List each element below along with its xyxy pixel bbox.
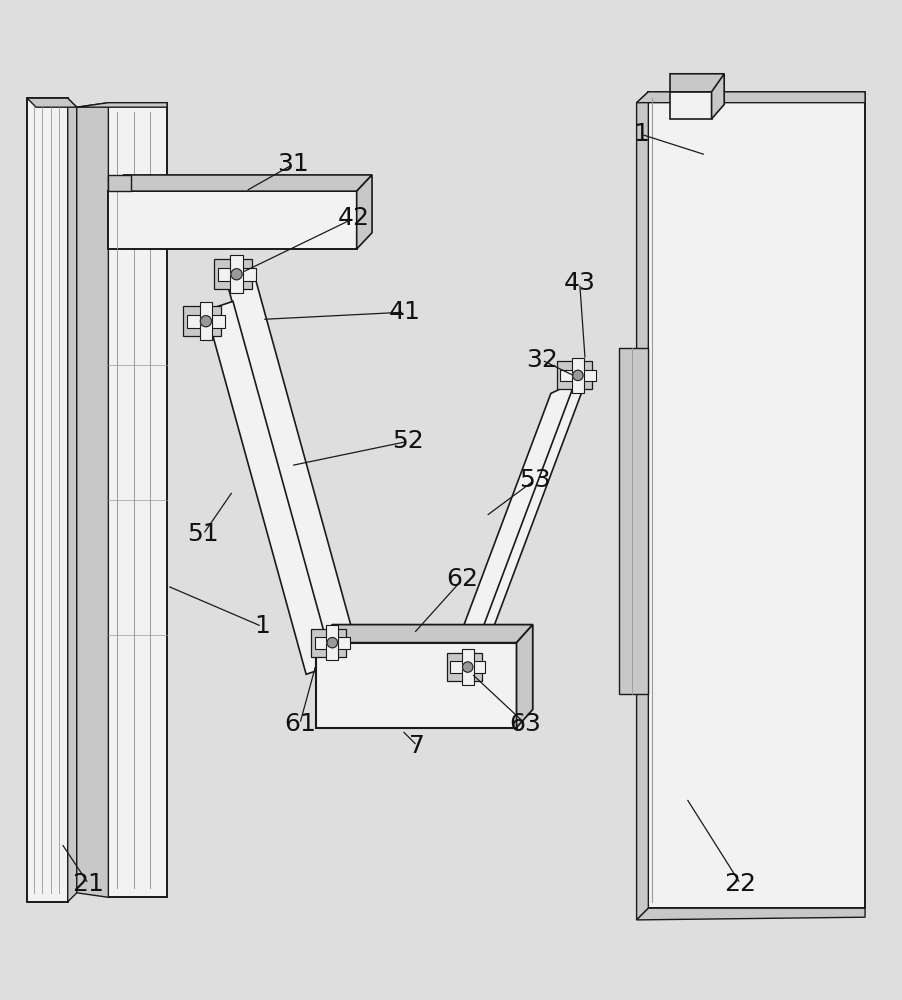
Polygon shape [314,637,350,649]
Polygon shape [648,92,864,908]
Text: 43: 43 [563,271,595,295]
Text: 63: 63 [509,712,541,736]
Text: 53: 53 [518,468,550,492]
Polygon shape [214,259,252,289]
Polygon shape [27,98,77,107]
Text: 51: 51 [187,522,219,546]
Circle shape [572,370,583,381]
Circle shape [231,269,242,280]
Polygon shape [311,629,346,657]
Polygon shape [316,625,532,643]
Polygon shape [669,74,723,92]
Polygon shape [68,98,77,902]
Text: 62: 62 [446,567,478,591]
Text: 31: 31 [277,152,309,176]
Polygon shape [572,358,583,393]
Text: 42: 42 [337,206,370,230]
Text: 21: 21 [72,872,105,896]
Polygon shape [27,98,68,902]
Polygon shape [636,92,864,103]
Polygon shape [230,255,243,293]
Text: 1: 1 [632,122,649,146]
Polygon shape [108,175,372,191]
Polygon shape [446,653,482,681]
Polygon shape [462,649,473,685]
Circle shape [462,662,473,672]
Polygon shape [199,302,212,340]
Polygon shape [108,191,356,249]
Polygon shape [450,661,485,673]
Polygon shape [327,625,337,660]
Polygon shape [217,268,255,281]
Polygon shape [108,103,167,897]
Polygon shape [454,366,591,679]
Polygon shape [77,103,108,897]
Circle shape [327,638,337,648]
Text: 7: 7 [409,734,425,758]
Polygon shape [516,625,532,728]
Polygon shape [560,370,595,381]
Polygon shape [669,92,711,119]
Polygon shape [183,306,221,336]
Polygon shape [316,643,516,728]
Polygon shape [356,175,372,249]
Polygon shape [711,74,723,119]
Polygon shape [636,92,648,920]
Polygon shape [77,103,167,107]
Circle shape [200,316,211,327]
Text: 52: 52 [391,429,424,453]
Text: 61: 61 [283,712,316,736]
Text: 32: 32 [525,348,557,372]
Text: 41: 41 [388,300,420,324]
Text: 22: 22 [723,872,756,896]
Polygon shape [618,348,648,694]
Polygon shape [437,382,575,694]
Polygon shape [227,276,354,649]
Polygon shape [108,175,131,191]
Polygon shape [557,361,592,389]
Polygon shape [187,315,225,328]
Polygon shape [636,908,864,920]
Polygon shape [206,301,333,674]
Text: 1: 1 [253,614,270,638]
